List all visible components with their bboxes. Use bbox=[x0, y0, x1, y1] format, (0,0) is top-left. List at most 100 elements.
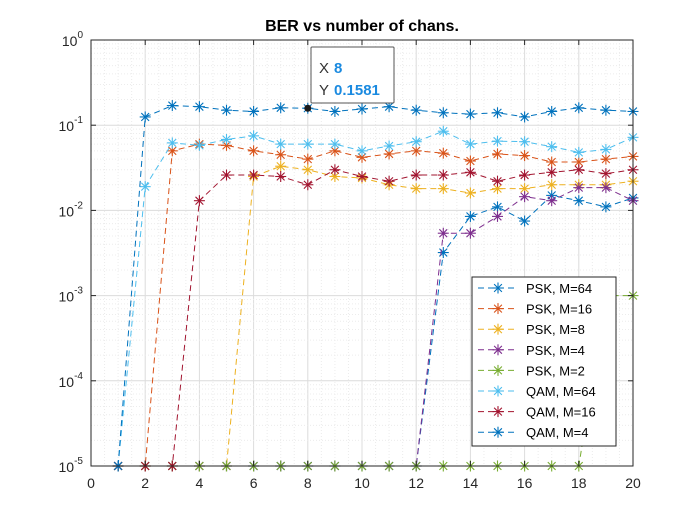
marker-stroke bbox=[411, 146, 421, 156]
marker-stroke bbox=[493, 386, 503, 396]
legend-marker bbox=[492, 323, 504, 335]
marker-stroke bbox=[276, 161, 285, 171]
data-point bbox=[248, 169, 260, 181]
marker-stroke bbox=[384, 176, 394, 186]
y-tick-label: 10-3 bbox=[59, 286, 84, 305]
legend-label: PSK, M=16 bbox=[526, 302, 592, 317]
data-point bbox=[519, 169, 531, 181]
data-point bbox=[329, 105, 341, 117]
data-point bbox=[329, 164, 341, 176]
marker-stroke bbox=[330, 139, 340, 149]
marker-stroke bbox=[168, 101, 177, 110]
data-point bbox=[410, 104, 422, 116]
marker-stroke bbox=[330, 107, 340, 116]
marker-stroke bbox=[249, 131, 258, 141]
legend-marker bbox=[492, 406, 504, 418]
marker-stroke bbox=[547, 180, 556, 190]
data-point bbox=[600, 143, 612, 155]
marker-stroke bbox=[547, 157, 556, 167]
marker-stroke bbox=[574, 148, 584, 157]
data-point bbox=[329, 138, 341, 150]
legend-marker bbox=[492, 282, 504, 294]
marker-stroke bbox=[195, 196, 204, 205]
marker-stroke bbox=[357, 172, 367, 181]
data-point bbox=[464, 210, 476, 222]
data-point bbox=[356, 170, 368, 182]
marker-stroke bbox=[493, 108, 502, 118]
marker-stroke bbox=[303, 180, 313, 190]
marker-stroke bbox=[330, 165, 340, 175]
datatip[interactable]: X 8 Y 0.1581 bbox=[304, 46, 395, 112]
marker-stroke bbox=[249, 146, 258, 156]
marker-stroke bbox=[520, 112, 529, 122]
datatip-box bbox=[310, 46, 395, 104]
marker-stroke bbox=[411, 137, 421, 146]
marker-stroke bbox=[411, 105, 421, 115]
legend-marker bbox=[492, 385, 504, 397]
series-line bbox=[117, 105, 634, 467]
x-tick-label: 8 bbox=[304, 475, 312, 491]
marker-stroke bbox=[357, 146, 367, 156]
marker-stroke bbox=[493, 149, 502, 159]
data-point bbox=[600, 182, 612, 194]
legend-marker bbox=[492, 344, 504, 356]
y-tick-label: 100 bbox=[62, 30, 84, 49]
data-point bbox=[275, 170, 287, 182]
marker-stroke bbox=[330, 146, 340, 156]
data-point bbox=[275, 138, 287, 150]
marker-stroke bbox=[601, 183, 611, 192]
marker-stroke bbox=[439, 148, 448, 158]
data-point bbox=[600, 201, 612, 213]
data-point bbox=[437, 183, 449, 195]
marker-stroke bbox=[601, 202, 611, 212]
data-point bbox=[383, 148, 395, 160]
data-point bbox=[546, 141, 558, 153]
marker-stroke bbox=[547, 107, 556, 116]
data-point bbox=[464, 108, 476, 120]
data-point bbox=[600, 168, 612, 180]
marker-stroke bbox=[439, 170, 448, 180]
x-tick-label: 14 bbox=[463, 475, 479, 491]
x-tick-label: 12 bbox=[408, 475, 424, 491]
legend-marker bbox=[492, 364, 504, 376]
data-point bbox=[302, 153, 314, 165]
data-point bbox=[410, 183, 422, 195]
data-point bbox=[139, 181, 151, 193]
data-point bbox=[464, 166, 476, 178]
legend-label: QAM, M=64 bbox=[526, 384, 596, 399]
marker-stroke bbox=[493, 324, 503, 334]
legend-label: PSK, M=2 bbox=[526, 363, 585, 378]
data-point bbox=[275, 102, 287, 114]
x-tick-label: 0 bbox=[87, 475, 95, 491]
marker-stroke bbox=[249, 170, 258, 180]
y-tick-label: 10-4 bbox=[59, 371, 84, 390]
marker-stroke bbox=[520, 184, 529, 193]
marker-stroke bbox=[466, 188, 475, 198]
data-point bbox=[437, 125, 449, 137]
data-point bbox=[383, 175, 395, 187]
data-point bbox=[166, 137, 178, 149]
marker-stroke bbox=[276, 150, 285, 160]
marker-stroke bbox=[168, 138, 177, 148]
series-line bbox=[118, 169, 634, 467]
datatip-y-value: 0.1581 bbox=[334, 82, 380, 99]
data-point bbox=[519, 191, 531, 203]
marker-stroke bbox=[466, 168, 475, 177]
marker-stroke bbox=[493, 136, 502, 146]
y-tick-labels: 10-5 10-4 10-3 10-2 10-1 100 bbox=[59, 30, 84, 475]
marker-stroke bbox=[520, 137, 529, 146]
x-tick-label: 10 bbox=[354, 475, 370, 491]
marker-stroke bbox=[547, 142, 556, 151]
data-point bbox=[546, 179, 558, 191]
marker-stroke bbox=[222, 105, 231, 115]
marker-stroke bbox=[303, 165, 313, 175]
marker-stroke bbox=[520, 170, 529, 180]
marker-stroke bbox=[574, 165, 584, 175]
data-point bbox=[546, 166, 558, 178]
data-point bbox=[275, 149, 287, 161]
marker-stroke bbox=[574, 183, 584, 192]
data-point bbox=[464, 155, 476, 167]
data-point bbox=[383, 101, 395, 113]
data-point bbox=[193, 195, 205, 207]
legend-marker bbox=[492, 303, 504, 315]
